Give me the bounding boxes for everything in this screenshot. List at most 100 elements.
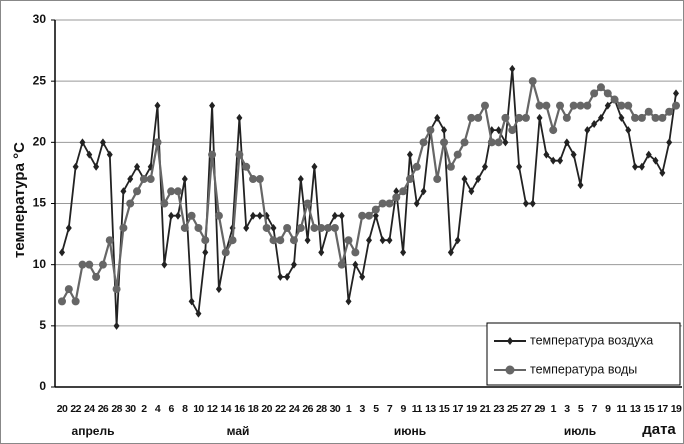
marker — [167, 187, 176, 196]
marker — [105, 236, 114, 245]
x-tick-label: 22 — [70, 403, 81, 415]
marker — [187, 211, 196, 220]
marker — [338, 211, 345, 220]
marker — [591, 119, 598, 128]
marker — [113, 321, 120, 330]
marker — [120, 187, 127, 196]
x-tick-label: 12 — [207, 403, 218, 415]
marker — [59, 248, 65, 257]
month-label: апрель — [72, 424, 115, 438]
marker — [508, 126, 517, 135]
marker — [441, 126, 448, 135]
x-tick-label: 19 — [671, 403, 682, 415]
marker — [127, 175, 134, 184]
x-tick-label: 1 — [346, 403, 352, 415]
marker — [658, 113, 667, 122]
x-tick-label: 2 — [141, 403, 147, 415]
marker — [480, 101, 489, 110]
marker — [242, 162, 251, 171]
x-tick-label: 25 — [507, 403, 518, 415]
marker — [181, 175, 188, 184]
marker — [460, 138, 469, 147]
x-axis-title: дата — [642, 421, 676, 438]
marker — [202, 248, 209, 257]
marker — [413, 199, 420, 208]
marker — [195, 309, 202, 318]
marker — [345, 297, 352, 306]
x-tick-label: 26 — [302, 403, 313, 415]
x-tick-label: 5 — [578, 403, 584, 415]
marker — [98, 260, 107, 269]
marker — [173, 187, 182, 196]
marker — [584, 126, 591, 135]
x-tick-label: 14 — [220, 403, 231, 415]
marker — [296, 223, 305, 232]
x-tick-label: 4 — [155, 403, 161, 415]
marker — [79, 138, 86, 147]
marker — [652, 156, 659, 165]
marker — [358, 211, 367, 220]
marker — [535, 101, 544, 110]
marker — [160, 199, 169, 208]
marker — [86, 150, 93, 159]
marker — [454, 236, 461, 245]
marker — [146, 175, 155, 184]
marker — [597, 113, 604, 122]
legend: температура воздуха температура воды — [486, 322, 681, 386]
marker — [440, 138, 449, 147]
marker — [576, 101, 585, 110]
marker — [201, 236, 210, 245]
marker — [304, 236, 311, 245]
marker — [618, 113, 625, 122]
marker — [174, 211, 181, 220]
marker — [119, 223, 128, 232]
marker — [434, 113, 441, 122]
marker — [528, 77, 537, 86]
marker — [139, 175, 148, 184]
marker — [366, 236, 372, 245]
marker — [78, 260, 87, 269]
marker — [475, 175, 482, 184]
y-tick-label: 10 — [33, 257, 47, 271]
marker — [645, 150, 652, 159]
marker — [406, 150, 413, 159]
marker — [214, 211, 223, 220]
x-tick-label: 3 — [564, 403, 570, 415]
marker — [393, 187, 400, 196]
marker — [359, 272, 366, 281]
marker — [673, 89, 679, 98]
marker — [542, 101, 551, 110]
x-tick-label: 18 — [248, 403, 259, 415]
marker — [72, 162, 79, 171]
x-tick-label: 16 — [234, 403, 245, 415]
marker — [610, 95, 619, 104]
marker — [154, 101, 161, 110]
marker — [557, 156, 564, 165]
marker — [344, 236, 353, 245]
x-tick-label: 10 — [193, 403, 204, 415]
marker — [180, 223, 189, 232]
marker — [495, 126, 502, 135]
marker — [659, 168, 666, 177]
x-tick-label: 17 — [452, 403, 463, 415]
marker — [468, 187, 475, 196]
marker — [386, 236, 393, 245]
marker — [297, 175, 304, 184]
marker — [249, 175, 258, 184]
marker — [85, 260, 94, 269]
marker — [419, 138, 428, 147]
marker — [133, 187, 142, 196]
marker — [161, 260, 168, 269]
legend-marker — [505, 365, 515, 375]
marker — [672, 101, 680, 110]
marker — [549, 126, 558, 135]
marker — [453, 150, 462, 159]
marker — [228, 236, 237, 245]
marker — [550, 156, 557, 165]
legend-box — [486, 322, 681, 386]
x-tick-label: 27 — [521, 403, 532, 415]
x-tick-label: 28 — [111, 403, 122, 415]
marker — [467, 113, 476, 122]
y-tick-label: 25 — [33, 73, 47, 87]
marker — [487, 138, 496, 147]
